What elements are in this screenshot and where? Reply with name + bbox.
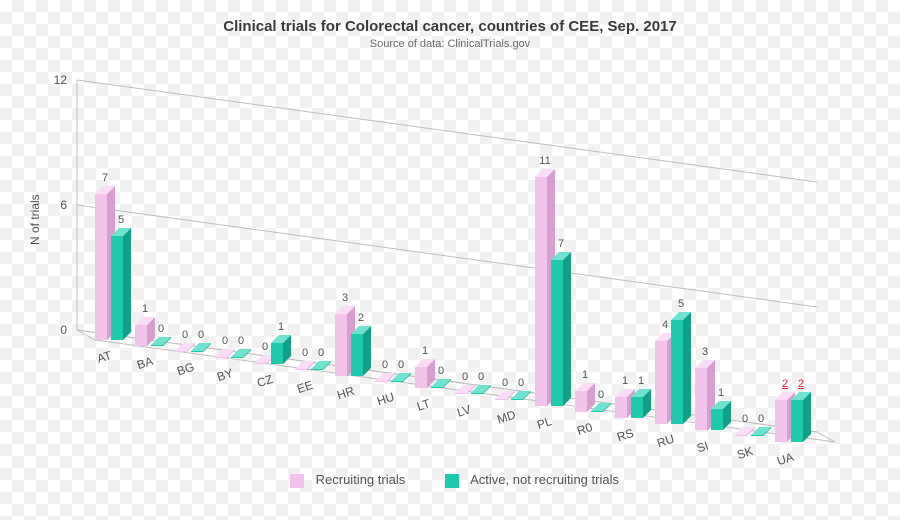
bar-recruiting <box>135 325 147 346</box>
bar-recruiting <box>95 194 107 340</box>
bar-recruiting <box>655 341 667 424</box>
bar-recruiting <box>775 400 787 442</box>
bar-recruiting <box>295 369 307 370</box>
bar-active <box>631 397 643 418</box>
square-icon <box>445 474 459 488</box>
legend-label: Recruiting trials <box>316 472 406 487</box>
legend-item-active: Active, not recruiting trials <box>445 472 619 488</box>
value-label: 1 <box>622 375 628 387</box>
bar-active <box>791 400 803 442</box>
bar-active <box>351 334 363 376</box>
value-label: 0 <box>502 377 508 389</box>
value-label: 0 <box>238 335 244 347</box>
value-label: 0 <box>198 329 204 341</box>
bar-recruiting <box>255 363 267 364</box>
value-label: 1 <box>718 387 724 399</box>
value-label: 0 <box>182 329 188 341</box>
bar-recruiting <box>175 351 187 352</box>
value-label: 0 <box>518 377 524 389</box>
value-label: 0 <box>758 413 764 425</box>
bar-recruiting <box>575 391 587 412</box>
bar-active <box>231 357 243 358</box>
value-label: 1 <box>582 369 588 381</box>
value-label: 0 <box>262 341 268 353</box>
value-label: 0 <box>318 347 324 359</box>
bar-recruiting <box>735 435 747 436</box>
y-tick: 6 <box>37 198 67 212</box>
legend: Recruiting trials Active, not recruiting… <box>290 472 619 488</box>
value-label: 0 <box>438 365 444 377</box>
bar-recruiting <box>215 357 227 358</box>
value-label: 3 <box>702 346 708 358</box>
value-label: 2 <box>798 378 804 390</box>
value-label: 2 <box>782 378 788 390</box>
value-label: 0 <box>478 371 484 383</box>
value-label: 1 <box>278 321 284 333</box>
y-tick: 0 <box>37 323 67 337</box>
chart-stage: { "title": "Clinical trials for Colorect… <box>0 0 900 520</box>
bar-recruiting <box>455 393 467 394</box>
square-icon <box>290 474 304 488</box>
bar-recruiting <box>495 399 507 400</box>
bar-active <box>311 369 323 370</box>
value-label: 7 <box>102 172 108 184</box>
bar-active <box>711 409 723 430</box>
value-label: 0 <box>382 359 388 371</box>
bar-active <box>191 351 203 352</box>
bar-active <box>511 399 523 400</box>
y-tick: 12 <box>37 73 67 87</box>
value-label: 2 <box>358 312 364 324</box>
value-label: 4 <box>662 319 668 331</box>
value-label: 3 <box>342 292 348 304</box>
value-label: 7 <box>558 238 564 250</box>
value-label: 0 <box>462 371 468 383</box>
bar-recruiting <box>695 368 707 431</box>
value-label: 0 <box>222 335 228 347</box>
bar-active <box>551 260 563 406</box>
bar-recruiting <box>335 314 347 377</box>
legend-label: Active, not recruiting trials <box>470 472 619 487</box>
legend-item-recruiting: Recruiting trials <box>290 472 405 488</box>
value-label: 0 <box>598 389 604 401</box>
bar-recruiting <box>415 367 427 388</box>
bar-recruiting <box>375 381 387 382</box>
value-label: 1 <box>142 303 148 315</box>
plot-area: 75AT10BA00BG00BY01CZ00EE32HR00HU10LT00LV… <box>95 90 835 340</box>
value-label: 11 <box>539 155 550 167</box>
value-label: 0 <box>398 359 404 371</box>
bar-recruiting <box>615 397 627 418</box>
bar-active <box>751 435 763 436</box>
value-label: 0 <box>302 347 308 359</box>
value-label: 1 <box>422 345 428 357</box>
bar-active <box>391 381 403 382</box>
value-label: 0 <box>158 323 164 335</box>
bar-active <box>671 320 683 424</box>
bar-active <box>151 345 163 346</box>
value-label: 1 <box>638 375 644 387</box>
value-label: 0 <box>742 413 748 425</box>
bar-active <box>271 343 283 364</box>
bar-active <box>111 236 123 340</box>
bar-recruiting <box>535 177 547 406</box>
bar-active <box>431 387 443 388</box>
bar-active <box>471 393 483 394</box>
value-label: 5 <box>118 214 124 226</box>
bar-active <box>591 411 603 412</box>
value-label: 5 <box>678 298 684 310</box>
